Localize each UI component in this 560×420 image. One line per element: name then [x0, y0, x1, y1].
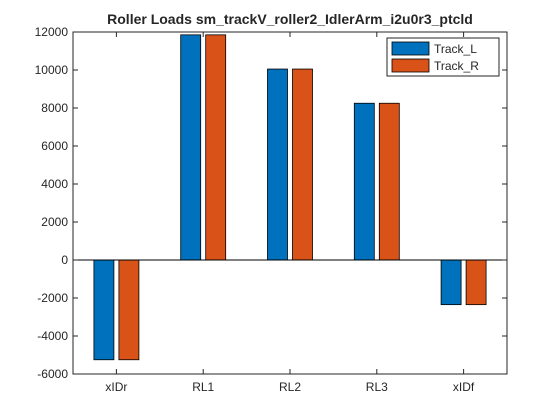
x-tick-label: RL3 [366, 380, 388, 394]
y-tick-label: 12000 [35, 25, 69, 39]
y-tick-label: -2000 [37, 291, 68, 305]
plot-area: -6000 -4000 -2000 0 2000 4000 6000 8000 10000 120… [35, 25, 508, 394]
legend-label: Track_L [434, 42, 477, 56]
y-tick-label: 2000 [41, 215, 68, 229]
bar-track-r-rl3 [378, 102, 400, 261]
x-tick-label: xIDr [105, 380, 127, 394]
y-tick-label: 8000 [41, 101, 68, 115]
bar-track-r-rl1 [205, 34, 227, 261]
x-tick-label: RL2 [279, 380, 301, 394]
chart-title: Roller Loads sm_trackV_roller2_IdlerArm_… [107, 11, 473, 27]
x-tick-label: RL1 [192, 380, 214, 394]
y-tick-label: 0 [61, 253, 68, 267]
y-tick-label: -6000 [37, 367, 68, 381]
bar-track-l-rl1 [180, 34, 202, 261]
bar-track-r-xidf [465, 259, 487, 306]
bar-track-l-rl3 [353, 102, 375, 261]
legend-swatch [391, 58, 430, 73]
legend-swatch [391, 41, 430, 56]
y-tick-label: 4000 [41, 177, 68, 191]
bar-track-l-rl2 [267, 68, 288, 261]
bar-track-r-xidr [118, 259, 140, 361]
y-tick-label: 6000 [41, 139, 68, 153]
bar-track-r-rl2 [292, 68, 313, 261]
legend: Track_L Track_R [386, 37, 500, 77]
y-tick-label: 10000 [35, 63, 69, 77]
x-tick-label: xIDf [453, 380, 475, 394]
axes-background [73, 32, 507, 374]
bar-track-l-xidf [440, 259, 462, 306]
y-tick-label: -4000 [37, 329, 68, 343]
bar-track-l-xidr [93, 259, 115, 361]
legend-label: Track_R [434, 59, 479, 73]
